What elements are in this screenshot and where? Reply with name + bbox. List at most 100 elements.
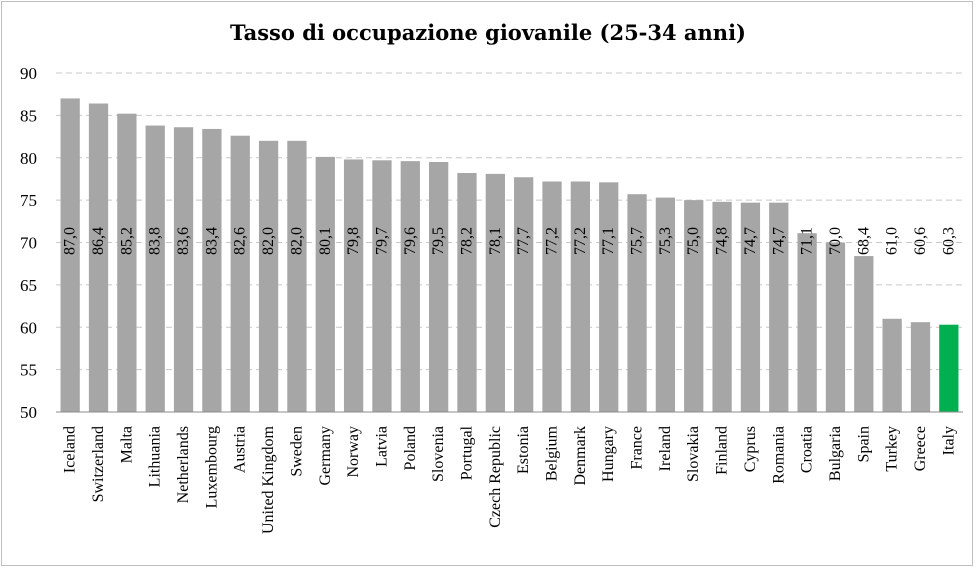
data-label: 78,2: [458, 227, 475, 255]
x-tick-label: Turkey: [884, 426, 901, 472]
x-tick-label: Germany: [317, 426, 334, 486]
bar-romania: [769, 202, 789, 412]
x-tick-label: Switzerland: [90, 426, 107, 502]
data-label: 82,0: [288, 227, 305, 255]
bar-united-kingdom: [258, 140, 279, 413]
bar-slovenia: [429, 161, 449, 412]
data-label: 60,3: [940, 227, 957, 255]
bar-bulgaria: [825, 242, 846, 412]
x-tick-label: Austria: [232, 426, 249, 473]
x-axis-ticks: Iceland Switzerland Malta Lithuania Netherla…: [62, 425, 958, 534]
data-labels: 87,0 86,4 85,2 83,8 83,6 83,4 82,6 82,0 82,0 80,1…: [62, 227, 958, 255]
x-tick-label: Iceland: [62, 426, 79, 473]
y-tick-label: 85: [20, 106, 37, 125]
data-label: 79,7: [373, 227, 390, 255]
bar-france: [627, 194, 647, 412]
data-label: 78,1: [487, 227, 504, 255]
data-label: 79,6: [402, 227, 419, 255]
data-label: 75,3: [657, 227, 674, 255]
x-tick-label: Czech Republic: [487, 426, 504, 528]
bar-croatia: [797, 233, 817, 412]
data-label: 87,0: [62, 227, 79, 255]
y-tick-label: 80: [20, 149, 37, 168]
data-label: 79,8: [345, 227, 362, 255]
data-label: 82,6: [232, 227, 249, 255]
bar-spain: [854, 256, 874, 412]
x-tick-label: Portugal: [458, 425, 475, 480]
y-tick-label: 50: [20, 403, 37, 422]
chart-title: Tasso di occupazione giovanile (25-34 an…: [230, 20, 746, 45]
x-tick-label: United Kingdom: [260, 425, 277, 534]
bar-ireland: [655, 197, 676, 412]
bar-denmark: [570, 181, 590, 412]
bar-portugal: [457, 173, 477, 412]
x-tick-label: Denmark: [572, 426, 589, 486]
x-tick-label: Hungary: [600, 426, 617, 482]
x-tick-label: Slovenia: [430, 426, 447, 482]
y-axis-ticks: 50 55 60 65 70 75 80 85 90: [20, 64, 37, 422]
bar-switzerland: [88, 103, 109, 412]
x-tick-label: Poland: [402, 426, 419, 470]
data-label: 61,0: [884, 227, 901, 255]
y-tick-label: 75: [20, 191, 37, 210]
data-label: 83,4: [203, 227, 220, 255]
x-tick-label: Romania: [770, 426, 787, 484]
x-tick-label: Belgium: [544, 425, 561, 481]
x-tick-label: Norway: [345, 426, 362, 478]
bar-belgium: [542, 181, 562, 412]
bar-finland: [712, 201, 732, 412]
x-tick-label: Netherlands: [175, 426, 192, 503]
data-label: 85,2: [118, 227, 135, 255]
data-label: 75,0: [685, 227, 702, 255]
x-tick-label: France: [629, 426, 646, 470]
y-tick-label: 55: [20, 361, 37, 380]
bar-greece: [910, 322, 931, 412]
bar-luxembourg: [202, 128, 222, 412]
data-label: 83,8: [147, 227, 164, 255]
bar-turkey: [882, 318, 902, 412]
data-label: 86,4: [90, 227, 107, 255]
y-tick-label: 90: [20, 64, 37, 83]
x-tick-label: Luxembourg: [203, 426, 220, 508]
data-label: 60,6: [912, 227, 929, 255]
x-tick-label: Lithuania: [147, 426, 164, 487]
data-label: 79,5: [430, 227, 447, 255]
data-label: 77,2: [544, 227, 561, 255]
data-label: 75,7: [629, 227, 646, 255]
y-tick-label: 70: [20, 234, 37, 253]
bar-hungary: [599, 182, 619, 412]
bar-czech-republic: [485, 173, 505, 412]
data-label: 74,7: [742, 227, 759, 255]
x-tick-label: Croatia: [799, 426, 816, 473]
x-tick-label: Malta: [118, 426, 135, 463]
x-tick-label: Cyprus: [742, 426, 759, 472]
x-tick-label: Bulgaria: [827, 426, 844, 481]
bar-austria: [230, 135, 250, 412]
data-label: 74,8: [714, 227, 731, 255]
data-label: 74,7: [770, 227, 787, 255]
bar-poland: [400, 161, 420, 412]
data-label: 83,6: [175, 227, 192, 255]
bar-cyprus: [740, 202, 761, 412]
data-label: 82,0: [260, 227, 277, 255]
x-tick-label: Estonia: [515, 426, 532, 474]
x-tick-label: Italy: [940, 426, 957, 455]
bar-italy: [939, 324, 959, 412]
data-label: 70,0: [827, 227, 844, 255]
bar-malta: [117, 113, 137, 413]
data-label: 77,2: [572, 227, 589, 255]
bar-lithuania: [145, 125, 165, 413]
bar-norway: [343, 159, 364, 412]
y-tick-label: 60: [20, 318, 37, 337]
bar-sweden: [287, 140, 307, 413]
x-tick-label: Ireland: [657, 426, 674, 471]
bar-iceland: [60, 98, 80, 413]
data-label: 68,4: [855, 227, 872, 255]
x-tick-label: Spain: [855, 426, 872, 462]
data-label: 77,1: [600, 227, 617, 255]
data-label: 77,7: [515, 227, 532, 255]
data-label: 71,1: [799, 227, 816, 255]
bar-germany: [315, 156, 335, 412]
bars: [60, 98, 959, 413]
x-tick-label: Greece: [912, 426, 929, 471]
